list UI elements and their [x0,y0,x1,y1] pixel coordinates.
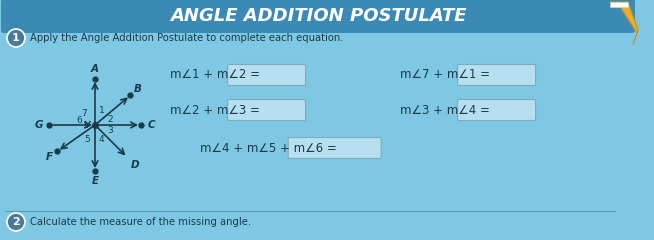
Text: ANGLE ADDITION POSTULATE: ANGLE ADDITION POSTULATE [170,7,466,25]
Text: D: D [130,160,139,170]
Text: m∠2 + m∠3 =: m∠2 + m∠3 = [170,103,260,116]
Text: Calculate the measure of the missing angle.: Calculate the measure of the missing ang… [30,217,251,227]
FancyBboxPatch shape [458,100,536,120]
Text: m∠1 + m∠2 =: m∠1 + m∠2 = [170,68,260,82]
Polygon shape [610,2,638,33]
Text: 2: 2 [107,115,113,124]
Text: m∠4 + m∠5 + m∠6 =: m∠4 + m∠5 + m∠6 = [200,142,337,155]
Text: 5: 5 [84,135,90,144]
Text: F: F [46,152,53,162]
Text: Apply the Angle Addition Postulate to complete each equation.: Apply the Angle Addition Postulate to co… [30,33,343,43]
Circle shape [7,29,25,47]
FancyBboxPatch shape [228,100,305,120]
FancyBboxPatch shape [458,65,536,85]
FancyBboxPatch shape [610,2,628,7]
Circle shape [7,213,25,231]
FancyBboxPatch shape [228,65,305,85]
Text: 3: 3 [107,126,112,136]
Text: C: C [147,120,155,130]
Text: 4: 4 [99,135,104,144]
Text: A: A [91,64,99,74]
Text: V: V [84,121,90,131]
Text: m∠7 + m∠1 =: m∠7 + m∠1 = [400,68,490,82]
Text: m∠3 + m∠4 =: m∠3 + m∠4 = [400,103,490,116]
FancyBboxPatch shape [288,138,381,158]
Text: 1: 1 [12,33,20,43]
Text: B: B [134,84,142,94]
Text: E: E [92,176,99,186]
Text: 1: 1 [99,106,105,115]
FancyBboxPatch shape [1,0,635,33]
Text: G: G [35,120,43,130]
Text: 7: 7 [81,109,86,118]
Text: 2: 2 [12,217,20,227]
Polygon shape [633,30,638,45]
Text: 6: 6 [77,116,82,125]
